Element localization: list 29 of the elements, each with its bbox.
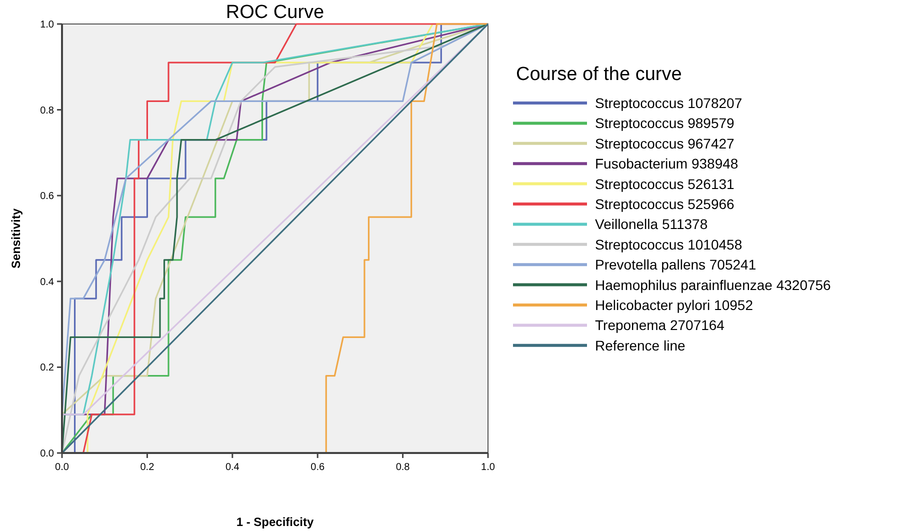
- text: Fusobacterium 938948: [595, 156, 738, 172]
- x-axis-title: 1 - Specificity: [236, 515, 314, 529]
- text: Streptococcus 967427: [595, 135, 735, 152]
- x-tick-label: 0.0: [55, 462, 70, 473]
- text: Prevotella pallens 705241: [595, 256, 756, 273]
- text: Haemophilus parainfluenzae 4320756: [595, 276, 832, 293]
- x-tick-label: 1.0: [481, 462, 496, 473]
- text: Streptococcus 1078207: [595, 95, 742, 111]
- x-tick-label: 0.8: [396, 462, 410, 473]
- legend-title: Course of the curve: [516, 64, 682, 85]
- y-tick-label: 0.2: [40, 362, 54, 374]
- text: Veillonella 511378: [595, 216, 708, 232]
- text: Reference line: [595, 337, 686, 354]
- text: Treponema 2707164: [595, 317, 725, 334]
- text: Streptococcus 525966: [595, 196, 735, 212]
- x-tick-label: 0.6: [310, 462, 325, 473]
- x-tick-label: 0.2: [140, 462, 155, 473]
- y-axis-title: Sensitivity: [9, 208, 23, 269]
- y-tick-label: 0.6: [40, 191, 54, 202]
- y-tick-label: 0.4: [40, 276, 54, 288]
- chart-title: ROC Curve: [226, 2, 324, 23]
- y-tick-label: 0.8: [40, 105, 54, 116]
- text: Streptococcus 989579: [595, 115, 735, 132]
- text: Streptococcus 1010458: [595, 236, 742, 252]
- x-tick-label: 0.4: [225, 462, 240, 473]
- text: Helicobacter pylori 10952: [595, 297, 754, 313]
- y-tick-label: 1.0: [40, 20, 54, 30]
- y-tick-label: 0.0: [40, 448, 54, 460]
- text: Streptococcus 526131: [595, 176, 735, 192]
